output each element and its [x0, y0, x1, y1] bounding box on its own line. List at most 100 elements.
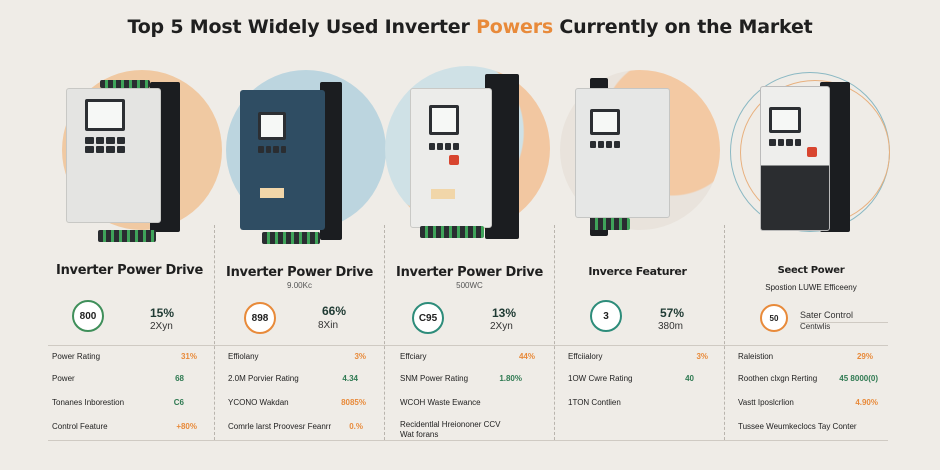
table-row: 2.0M Porvier Rating 4.34: [228, 372, 358, 386]
column-2-gauge: 898: [244, 302, 276, 334]
row-label: Tonanes Inborestion: [52, 398, 125, 407]
row-value: +80%: [176, 422, 197, 431]
row-label: Raleistion: [738, 352, 774, 361]
device-4-body: [575, 88, 670, 218]
row-value: 3%: [354, 352, 366, 361]
column-5-sub: Spostion LUWE Efficeeny: [765, 283, 857, 292]
table-row: Power 68: [52, 372, 184, 386]
column-3-gauge: C95: [412, 302, 444, 334]
row-label: Roothen clxgn Rerting: [738, 374, 818, 383]
device-5-body: [760, 86, 830, 231]
column-2-percent: 66%: [322, 304, 347, 318]
row-label: Power Rating: [52, 352, 101, 361]
divider-1: [214, 225, 215, 440]
column-3-percent: 13%: [492, 306, 517, 320]
device-3-terminals: [420, 226, 484, 238]
table-row: Tonanes Inborestion C6: [52, 396, 184, 410]
title-accent: Powers: [476, 16, 553, 38]
column-2-sub: 9.00Kc: [287, 281, 312, 290]
device-2-terminals: [262, 232, 320, 244]
device-4-terminals: [590, 218, 630, 230]
row-value: 40: [685, 374, 694, 383]
row-value: 8085%: [341, 398, 366, 407]
row-label: Comrle larst Proovesr Feanrr: [228, 422, 332, 431]
row-label: Power: [52, 374, 75, 383]
title-post: Currently on the Market: [552, 16, 813, 38]
device-1-top-terminals: [100, 80, 150, 88]
row-value: 44%: [518, 352, 535, 361]
column-4-heading: Inverce Featurer: [588, 265, 687, 278]
column-3-heading: Inverter Power Drive: [396, 265, 543, 280]
table-row: 1OW Cwre Rating 40: [568, 372, 694, 386]
row-label: YCONO Wakdan: [228, 398, 289, 407]
column-5-heading: Seect Power: [777, 265, 845, 276]
column-2-gauge-value: 898: [251, 312, 269, 324]
column-1-heading: Inverter Power Drive: [56, 263, 203, 278]
column-5-gauge-value: 50: [769, 313, 779, 323]
column-5-rule: [800, 322, 888, 323]
row-label: Effciialory: [568, 352, 603, 361]
column-2-heading: Inverter Power Drive: [226, 265, 373, 280]
row-value: 45 8000(0): [839, 374, 878, 383]
table-row: Effiolany 3%: [228, 350, 366, 364]
row-value: 1.80%: [499, 374, 522, 383]
table-row: Roothen clxgn Rerting 45 8000(0): [738, 372, 878, 386]
row-value: 29%: [856, 352, 873, 361]
column-4-unit: 380m: [658, 321, 684, 332]
row-label: Recidentlal Hreiononer CCV: [400, 420, 501, 429]
table-row: Recidentlal Hreiononer CCV: [400, 418, 545, 432]
divider-3: [554, 225, 555, 440]
row-label: 1TON Contlien: [568, 398, 621, 407]
table-row: Power Rating 31%: [52, 350, 197, 364]
table-row: Effciary 44%: [400, 350, 535, 364]
column-1-gauge: 800: [72, 300, 104, 332]
column-4-gauge-value: 3: [603, 310, 609, 322]
table-row: Tussee Weumkeclocs Tay Conter: [738, 420, 878, 434]
column-3-unit: 2Xyn: [490, 321, 513, 332]
table-row: Control Feature +80%: [52, 420, 197, 434]
divider-4: [724, 225, 725, 440]
table-row: Effciialory 3%: [568, 350, 708, 364]
table-row: Wat forans: [400, 428, 535, 442]
column-5-unit: Sater Control: [800, 310, 854, 320]
row-label: Effciary: [400, 352, 427, 361]
device-2-body: [240, 90, 325, 230]
column-1-gauge-value: 800: [79, 310, 97, 322]
row-value: 4.34: [342, 374, 358, 383]
row-label: Tussee Weumkeclocs Tay Conter: [738, 422, 857, 431]
row-value: 31%: [180, 352, 197, 361]
column-2-unit: 8Xin: [318, 320, 339, 331]
column-4-percent: 57%: [660, 306, 685, 320]
table-row: 1TON Contlien: [568, 396, 708, 410]
row-label: Control Feature: [52, 422, 108, 431]
table-row: SNM Power Rating 1.80%: [400, 372, 522, 386]
column-5-gauge: 50: [760, 304, 788, 332]
row-value: 0.%: [349, 422, 363, 431]
device-3-body: [410, 88, 492, 228]
device-2-heatsink: [320, 82, 342, 240]
row-value: 68: [175, 374, 184, 383]
row-value: 4.90%: [855, 398, 878, 407]
title-pre: Top 5 Most Widely Used Inverter: [127, 16, 477, 38]
row-label: 1OW Cwre Rating: [568, 374, 633, 383]
row-label: Wat forans: [400, 430, 439, 439]
table-bottom-line: [48, 440, 888, 441]
row-label: Vastt Iposlcrlion: [738, 398, 794, 407]
row-label: WCOH Waste Ewance: [400, 398, 481, 407]
column-4-gauge: 3: [590, 300, 622, 332]
row-label: Effiolany: [228, 352, 259, 361]
column-5-unit2: Centwlis: [800, 322, 831, 331]
table-row: WCOH Waste Ewance: [400, 396, 535, 410]
row-label: SNM Power Rating: [400, 374, 469, 383]
table-top-line: [48, 345, 888, 346]
device-1-body: [66, 88, 161, 223]
divider-2: [384, 225, 385, 440]
column-1-percent: 15%: [150, 306, 175, 320]
row-value: C6: [173, 398, 184, 407]
row-label: 2.0M Porvier Rating: [228, 374, 299, 383]
row-value: 3%: [696, 352, 708, 361]
column-3-gauge-value: C95: [418, 312, 438, 324]
table-row: Raleistion 29%: [738, 350, 873, 364]
page-title: Top 5 Most Widely Used Inverter Powers C…: [0, 16, 940, 38]
table-row: YCONO Wakdan 8085%: [228, 396, 366, 410]
